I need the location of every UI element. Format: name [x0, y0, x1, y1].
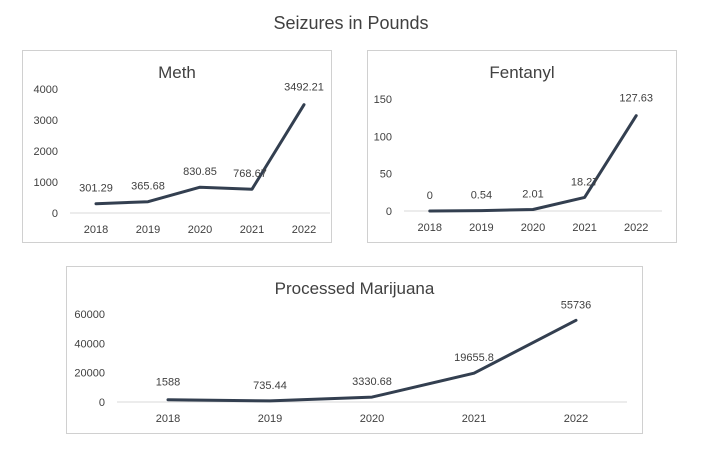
x-tick-label: 2018	[418, 222, 442, 234]
chart-title: Processed Marijuana	[274, 279, 435, 298]
data-label: 3492.21	[284, 82, 324, 94]
meth-line-chart: 0 1000 2000 3000 4000 2018 2019 2020 2021 2022 301…	[34, 82, 330, 236]
x-tick-label: 2021	[240, 224, 264, 236]
y-tick-label: 100	[374, 131, 392, 143]
y-tick-label: 60000	[74, 309, 105, 321]
x-tick-label: 2019	[469, 222, 493, 234]
x-tick-label: 2020	[521, 222, 545, 234]
y-tick-label: 3000	[34, 115, 58, 127]
data-label: 55736	[561, 299, 592, 311]
y-tick-label: 150	[374, 94, 392, 106]
x-tick-label: 2021	[572, 222, 596, 234]
y-tick-label: 0	[386, 206, 392, 218]
data-label: 0.54	[471, 190, 492, 202]
data-label: 1588	[156, 377, 180, 389]
data-label: 0	[427, 190, 433, 202]
fentanyl-chart-panel: Fentanyl 0 50 100 150 2018 2019 2020 2021 2022 0 0…	[367, 50, 677, 243]
data-label: 127.63	[619, 93, 653, 105]
chart-title: Fentanyl	[489, 63, 555, 82]
y-tick-label: 2000	[34, 146, 58, 158]
y-tick-label: 0	[52, 208, 58, 220]
x-tick-label: 2018	[156, 413, 180, 425]
y-tick-label: 1000	[34, 177, 58, 189]
x-tick-label: 2021	[462, 413, 486, 425]
y-tick-label: 40000	[74, 338, 105, 350]
x-tick-label: 2019	[258, 413, 282, 425]
data-label: 19655.8	[454, 352, 494, 364]
x-tick-label: 2022	[292, 224, 316, 236]
series-line	[94, 103, 306, 206]
fentanyl-line-chart: 0 50 100 150 2018 2019 2020 2021 2022 0 0.54 2.01 18…	[374, 93, 662, 234]
processed-marijuana-line-chart: 0 20000 40000 60000 2018 2019 2020 2021 2022 1588…	[74, 299, 627, 425]
data-label: 365.68	[131, 181, 165, 193]
x-tick-label: 2020	[360, 413, 384, 425]
data-label: 735.44	[253, 380, 287, 392]
series-line	[428, 114, 638, 213]
data-label: 768.67	[233, 168, 267, 180]
data-label: 3330.68	[352, 376, 392, 388]
meth-chart-panel: Meth 0 1000 2000 3000 4000 2018 2019 2020 2021 20…	[22, 50, 332, 243]
y-tick-label: 50	[380, 169, 392, 181]
data-label: 2.01	[522, 188, 543, 200]
data-label: 830.85	[183, 166, 217, 178]
x-tick-label: 2022	[564, 413, 588, 425]
data-label: 301.29	[79, 183, 113, 195]
processed-marijuana-chart-panel: Processed Marijuana 0 20000 40000 60000 2018…	[66, 266, 643, 434]
x-tick-label: 2020	[188, 224, 212, 236]
data-label: 18.27	[571, 176, 599, 188]
x-tick-label: 2022	[624, 222, 648, 234]
y-tick-label: 4000	[34, 84, 58, 96]
page-title: Seizures in Pounds	[273, 13, 429, 33]
x-tick-label: 2019	[136, 224, 160, 236]
y-tick-label: 20000	[74, 368, 105, 380]
x-tick-label: 2018	[84, 224, 108, 236]
series-line	[166, 318, 578, 403]
y-tick-label: 0	[99, 397, 105, 409]
chart-title: Meth	[158, 63, 196, 82]
